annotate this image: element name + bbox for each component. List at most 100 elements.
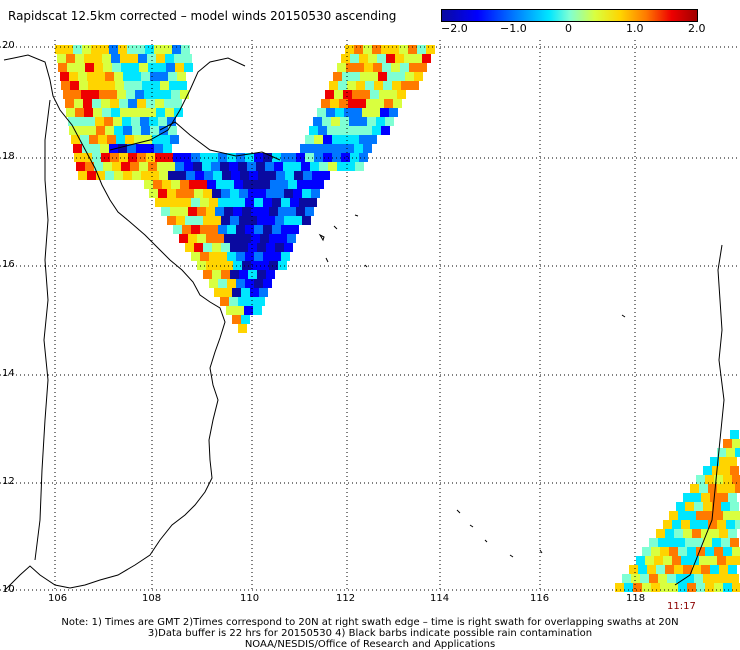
wind-difference-pixel <box>339 99 348 108</box>
wind-difference-pixel <box>364 63 373 72</box>
wind-difference-pixel <box>69 72 78 81</box>
wind-difference-pixel <box>74 99 83 108</box>
wind-difference-pixel <box>317 108 326 117</box>
wind-difference-pixel <box>117 90 126 99</box>
wind-difference-pixel <box>112 63 121 72</box>
wind-difference-pixel <box>80 135 89 144</box>
wind-difference-pixel <box>166 162 175 171</box>
wind-difference-pixel <box>266 270 275 279</box>
wind-difference-pixel <box>414 72 423 81</box>
wind-difference-pixel <box>278 207 287 216</box>
wind-difference-pixel <box>173 198 182 207</box>
wind-difference-pixel <box>624 583 633 592</box>
wind-difference-pixel <box>656 529 665 538</box>
wind-difference-pixel <box>387 72 396 81</box>
wind-difference-pixel <box>135 90 144 99</box>
wind-difference-pixel <box>703 502 712 511</box>
wind-difference-pixel <box>161 207 170 216</box>
wind-difference-pixel <box>254 225 263 234</box>
wind-difference-pixel <box>366 99 375 108</box>
wind-difference-pixel <box>55 45 64 54</box>
wind-difference-pixel <box>136 45 145 54</box>
wind-difference-pixel <box>642 547 651 556</box>
wind-difference-pixel <box>728 529 737 538</box>
wind-difference-pixel <box>162 90 171 99</box>
wind-difference-pixel <box>91 45 100 54</box>
wind-difference-pixel <box>263 252 272 261</box>
wind-difference-pixel <box>332 135 341 144</box>
wind-difference-pixel <box>409 63 418 72</box>
wind-difference-pixel <box>227 198 236 207</box>
wind-difference-pixel <box>365 81 374 90</box>
wind-difference-pixel <box>309 144 318 153</box>
wind-difference-pixel <box>229 297 238 306</box>
wind-difference-pixel <box>651 547 660 556</box>
wind-difference-pixel <box>232 315 241 324</box>
wind-difference-pixel <box>248 189 257 198</box>
wind-difference-pixel <box>227 153 236 162</box>
wind-difference-pixel <box>225 180 234 189</box>
longitude-label: 106 <box>48 593 68 604</box>
wind-difference-pixel <box>227 279 236 288</box>
wind-difference-pixel <box>681 556 690 565</box>
wind-difference-pixel <box>309 126 318 135</box>
wind-difference-pixel <box>200 198 209 207</box>
wind-difference-pixel <box>257 189 266 198</box>
wind-difference-pixel <box>701 493 710 502</box>
wind-difference-pixel <box>123 126 132 135</box>
wind-difference-pixel <box>209 225 218 234</box>
wind-difference-pixel <box>191 225 200 234</box>
wind-difference-pixel <box>114 171 123 180</box>
wind-difference-pixel <box>168 171 177 180</box>
wind-difference-pixel <box>194 189 203 198</box>
wind-difference-pixel <box>124 81 133 90</box>
wind-difference-pixel <box>84 108 93 117</box>
coastline-mainland <box>3 54 226 591</box>
wind-difference-pixel <box>141 171 150 180</box>
wind-difference-pixel <box>381 126 390 135</box>
wind-difference-pixel <box>728 457 737 466</box>
wind-difference-pixel <box>248 270 257 279</box>
wind-difference-pixel <box>735 448 740 457</box>
wind-difference-pixel <box>154 144 163 153</box>
wind-difference-pixel <box>299 198 308 207</box>
wind-difference-pixel <box>683 529 692 538</box>
wind-difference-pixel <box>384 99 393 108</box>
wind-difference-pixel <box>363 45 372 54</box>
wind-difference-pixel <box>120 108 129 117</box>
wind-difference-pixel <box>148 63 157 72</box>
wind-difference-pixel <box>194 243 203 252</box>
wind-difference-pixel <box>292 162 301 171</box>
wind-difference-pixel <box>327 144 336 153</box>
wind-difference-pixel <box>64 45 73 54</box>
wind-difference-pixel <box>622 574 631 583</box>
wind-difference-pixel <box>726 484 735 493</box>
wind-difference-pixel <box>139 162 148 171</box>
wind-difference-pixel <box>290 153 299 162</box>
wind-difference-pixel <box>90 90 99 99</box>
wind-difference-pixel <box>174 54 183 63</box>
wind-difference-pixel <box>275 243 284 252</box>
wind-difference-pixel <box>685 574 694 583</box>
wind-difference-pixel <box>218 198 227 207</box>
wind-difference-pixel <box>108 90 117 99</box>
wind-difference-pixel <box>133 81 142 90</box>
wind-difference-pixel <box>123 171 132 180</box>
wind-difference-pixel <box>350 153 359 162</box>
colorbar-tick: 1.0 <box>626 22 644 35</box>
wind-difference-pixel <box>184 162 193 171</box>
wind-difference-pixel <box>92 99 101 108</box>
wind-difference-pixel <box>221 243 230 252</box>
wind-difference-pixel <box>660 583 669 592</box>
wind-difference-pixel <box>417 45 426 54</box>
wind-difference-pixel <box>732 439 740 448</box>
wind-difference-pixel <box>363 144 372 153</box>
wind-difference-pixel <box>393 99 402 108</box>
wind-difference-pixel <box>198 180 207 189</box>
wind-difference-pixel <box>266 189 275 198</box>
colorbar-tick: −1.0 <box>500 22 527 35</box>
wind-difference-pixel <box>153 180 162 189</box>
wind-difference-pixel <box>247 297 256 306</box>
wind-difference-pixel <box>694 538 703 547</box>
wind-difference-pixel <box>93 54 102 63</box>
